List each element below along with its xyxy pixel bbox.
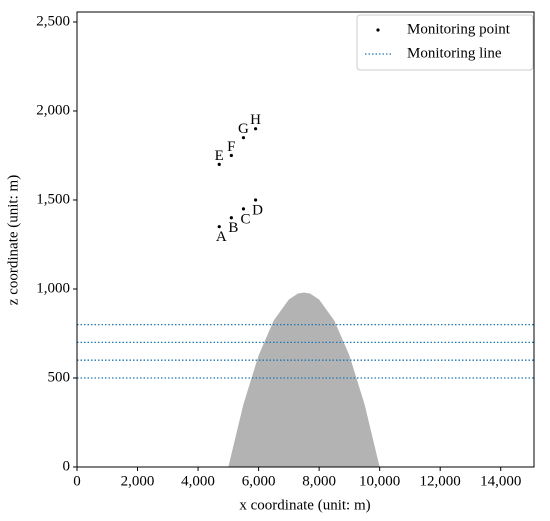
monitoring-point (217, 225, 221, 229)
point-label: A (216, 229, 227, 245)
x-tick-label: 0 (73, 473, 81, 489)
y-tick-label: 0 (63, 458, 71, 474)
point-label: G (238, 121, 249, 137)
monitoring-point (229, 153, 233, 158)
x-tick-label: 6,000 (242, 473, 276, 489)
x-tick-label: 12,000 (420, 473, 461, 489)
x-axis-label: x coordinate (unit: m) (239, 497, 370, 513)
point-label: C (240, 211, 250, 227)
x-tick-label: 4,000 (181, 473, 215, 489)
y-axis-label: z coordinate (unit: m) (5, 175, 21, 305)
legend-label: Monitoring point (407, 21, 511, 37)
point-label: F (227, 139, 235, 155)
x-tick-label: 14,000 (480, 473, 521, 489)
y-tick-label: 1,500 (36, 191, 70, 207)
point-label: H (250, 112, 261, 128)
y-tick-label: 500 (48, 369, 71, 385)
monitoring-point (217, 162, 221, 166)
legend-box (356, 14, 534, 71)
x-tick-label: 10,000 (359, 473, 400, 489)
point-label: D (252, 202, 263, 218)
y-tick-label: 1,000 (36, 280, 70, 296)
monitoring-point (253, 198, 258, 202)
legend-label: Monitoring line (407, 45, 502, 61)
monitoring-point (241, 136, 246, 140)
y-tick-label: 2,000 (36, 102, 70, 118)
point-label: E (215, 148, 224, 164)
point-label: B (228, 220, 238, 236)
legend-point (376, 28, 380, 32)
x-tick-label: 2,000 (121, 473, 155, 489)
monitoring-point (229, 216, 233, 220)
y-tick-label: 2,500 (36, 13, 70, 29)
plot-frame (76, 11, 535, 468)
monitoring-point (241, 207, 246, 211)
terrain (228, 292, 380, 467)
x-tick-label: 8,000 (302, 473, 336, 489)
monitoring-point (253, 127, 258, 131)
